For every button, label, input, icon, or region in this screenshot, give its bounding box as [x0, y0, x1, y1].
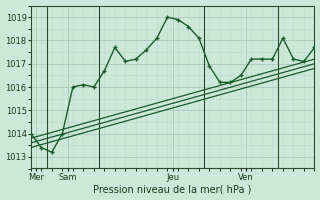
X-axis label: Pression niveau de la mer( hPa ): Pression niveau de la mer( hPa ) [93, 184, 252, 194]
